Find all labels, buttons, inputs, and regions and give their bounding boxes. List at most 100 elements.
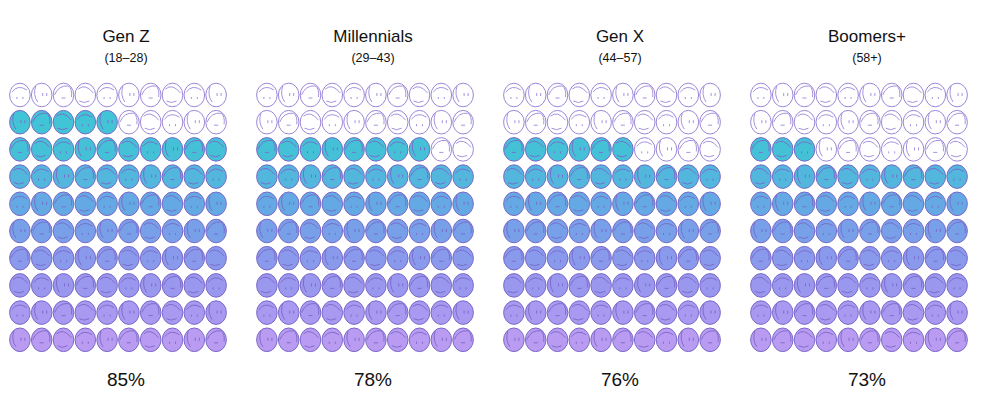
icon-detail: [390, 251, 405, 263]
icon-body: [97, 110, 118, 134]
icon-body: [184, 219, 205, 243]
icon-detail: [638, 168, 650, 184]
empty-icon: [97, 83, 118, 107]
filled-icon: [162, 328, 183, 352]
filled-icon: [10, 328, 31, 352]
filled-icon: [409, 165, 430, 189]
icon-detail: [390, 142, 405, 154]
filled-icon: [184, 138, 205, 162]
icon-body: [97, 83, 118, 107]
icon-detail: [280, 222, 297, 234]
icon-body: [772, 110, 793, 134]
filled-icon: [431, 246, 452, 270]
icon-detail: [906, 223, 921, 235]
icon-detail: [906, 140, 918, 156]
icon-body: [591, 83, 612, 107]
icon-detail: [549, 195, 566, 207]
filled-icon: [322, 328, 343, 352]
icon-detail: [13, 113, 25, 129]
filled-icon: [344, 192, 365, 216]
filled-icon: [162, 219, 183, 243]
icon-body: [925, 165, 946, 189]
icon-detail: [35, 304, 47, 320]
icon-detail: [507, 331, 519, 347]
icon-detail: [660, 87, 675, 103]
icon-detail: [208, 278, 223, 290]
empty-icon: [387, 110, 408, 134]
icon-body: [344, 83, 365, 107]
filled-icon: [184, 192, 205, 216]
icon-body: [656, 192, 677, 216]
icon-detail: [412, 140, 424, 156]
icon-detail: [303, 251, 318, 263]
icon-detail: [412, 115, 427, 127]
icon-body: [656, 83, 677, 107]
filled-icon: [504, 165, 525, 189]
icon-body: [53, 83, 74, 107]
icon-detail: [907, 196, 922, 212]
icon-body: [634, 83, 655, 107]
icon-detail: [681, 113, 693, 129]
icon-detail: [950, 195, 962, 211]
icon-detail: [165, 249, 177, 265]
filled-icon: [656, 192, 677, 216]
icon-body: [184, 301, 205, 325]
filled-icon: [206, 192, 227, 216]
icon-detail: [143, 142, 158, 154]
filled-icon: [634, 328, 655, 352]
icon-detail: [165, 140, 177, 156]
icon-body: [903, 246, 924, 270]
icon-detail: [302, 195, 319, 207]
icon-body: [772, 165, 793, 189]
icon-body: [816, 274, 837, 298]
icon-detail: [754, 222, 766, 238]
icon-detail: [57, 223, 72, 239]
icon-detail: [78, 196, 93, 212]
empty-icon: [31, 83, 52, 107]
filled-icon: [700, 274, 721, 298]
icon-detail: [703, 86, 715, 102]
data-label: 73%: [848, 369, 886, 390]
empty-icon: [278, 83, 299, 107]
icon-body: [31, 219, 52, 243]
icon-body: [366, 138, 387, 162]
icon-body: [31, 110, 52, 134]
empty-icon: [947, 138, 968, 162]
icon-body: [140, 138, 161, 162]
icon-body: [278, 301, 299, 325]
filled-icon: [97, 192, 118, 216]
filled-icon: [547, 301, 568, 325]
filled-icon: [881, 219, 902, 243]
icon-body: [97, 328, 118, 352]
icon-detail: [681, 168, 696, 184]
icon-detail: [412, 332, 427, 344]
icon-body: [409, 301, 430, 325]
icon-detail: [347, 277, 362, 293]
icon-body: [300, 110, 321, 134]
icon-detail: [185, 140, 202, 152]
icon-detail: [505, 249, 522, 261]
icon-detail: [636, 304, 653, 316]
icon-body: [881, 274, 902, 298]
filled-icon: [75, 301, 96, 325]
icon-detail: [616, 304, 628, 320]
icon-detail: [324, 115, 339, 127]
icon-detail: [434, 222, 446, 238]
filled-icon: [53, 274, 74, 298]
icon-detail: [260, 277, 275, 293]
filled-icon: [278, 165, 299, 189]
filled-icon: [838, 165, 859, 189]
empty-icon: [453, 138, 474, 162]
icon-body: [278, 274, 299, 298]
icon-detail: [12, 305, 27, 317]
icon-detail: [260, 168, 275, 184]
filled-icon: [344, 246, 365, 270]
icon-body: [678, 219, 699, 243]
icon-body: [75, 246, 96, 270]
icon-body: [504, 110, 525, 134]
icon-body: [409, 246, 430, 270]
empty-icon: [257, 83, 278, 107]
icon-detail: [368, 278, 383, 290]
empty-icon: [300, 83, 321, 107]
icon-detail: [454, 113, 471, 125]
